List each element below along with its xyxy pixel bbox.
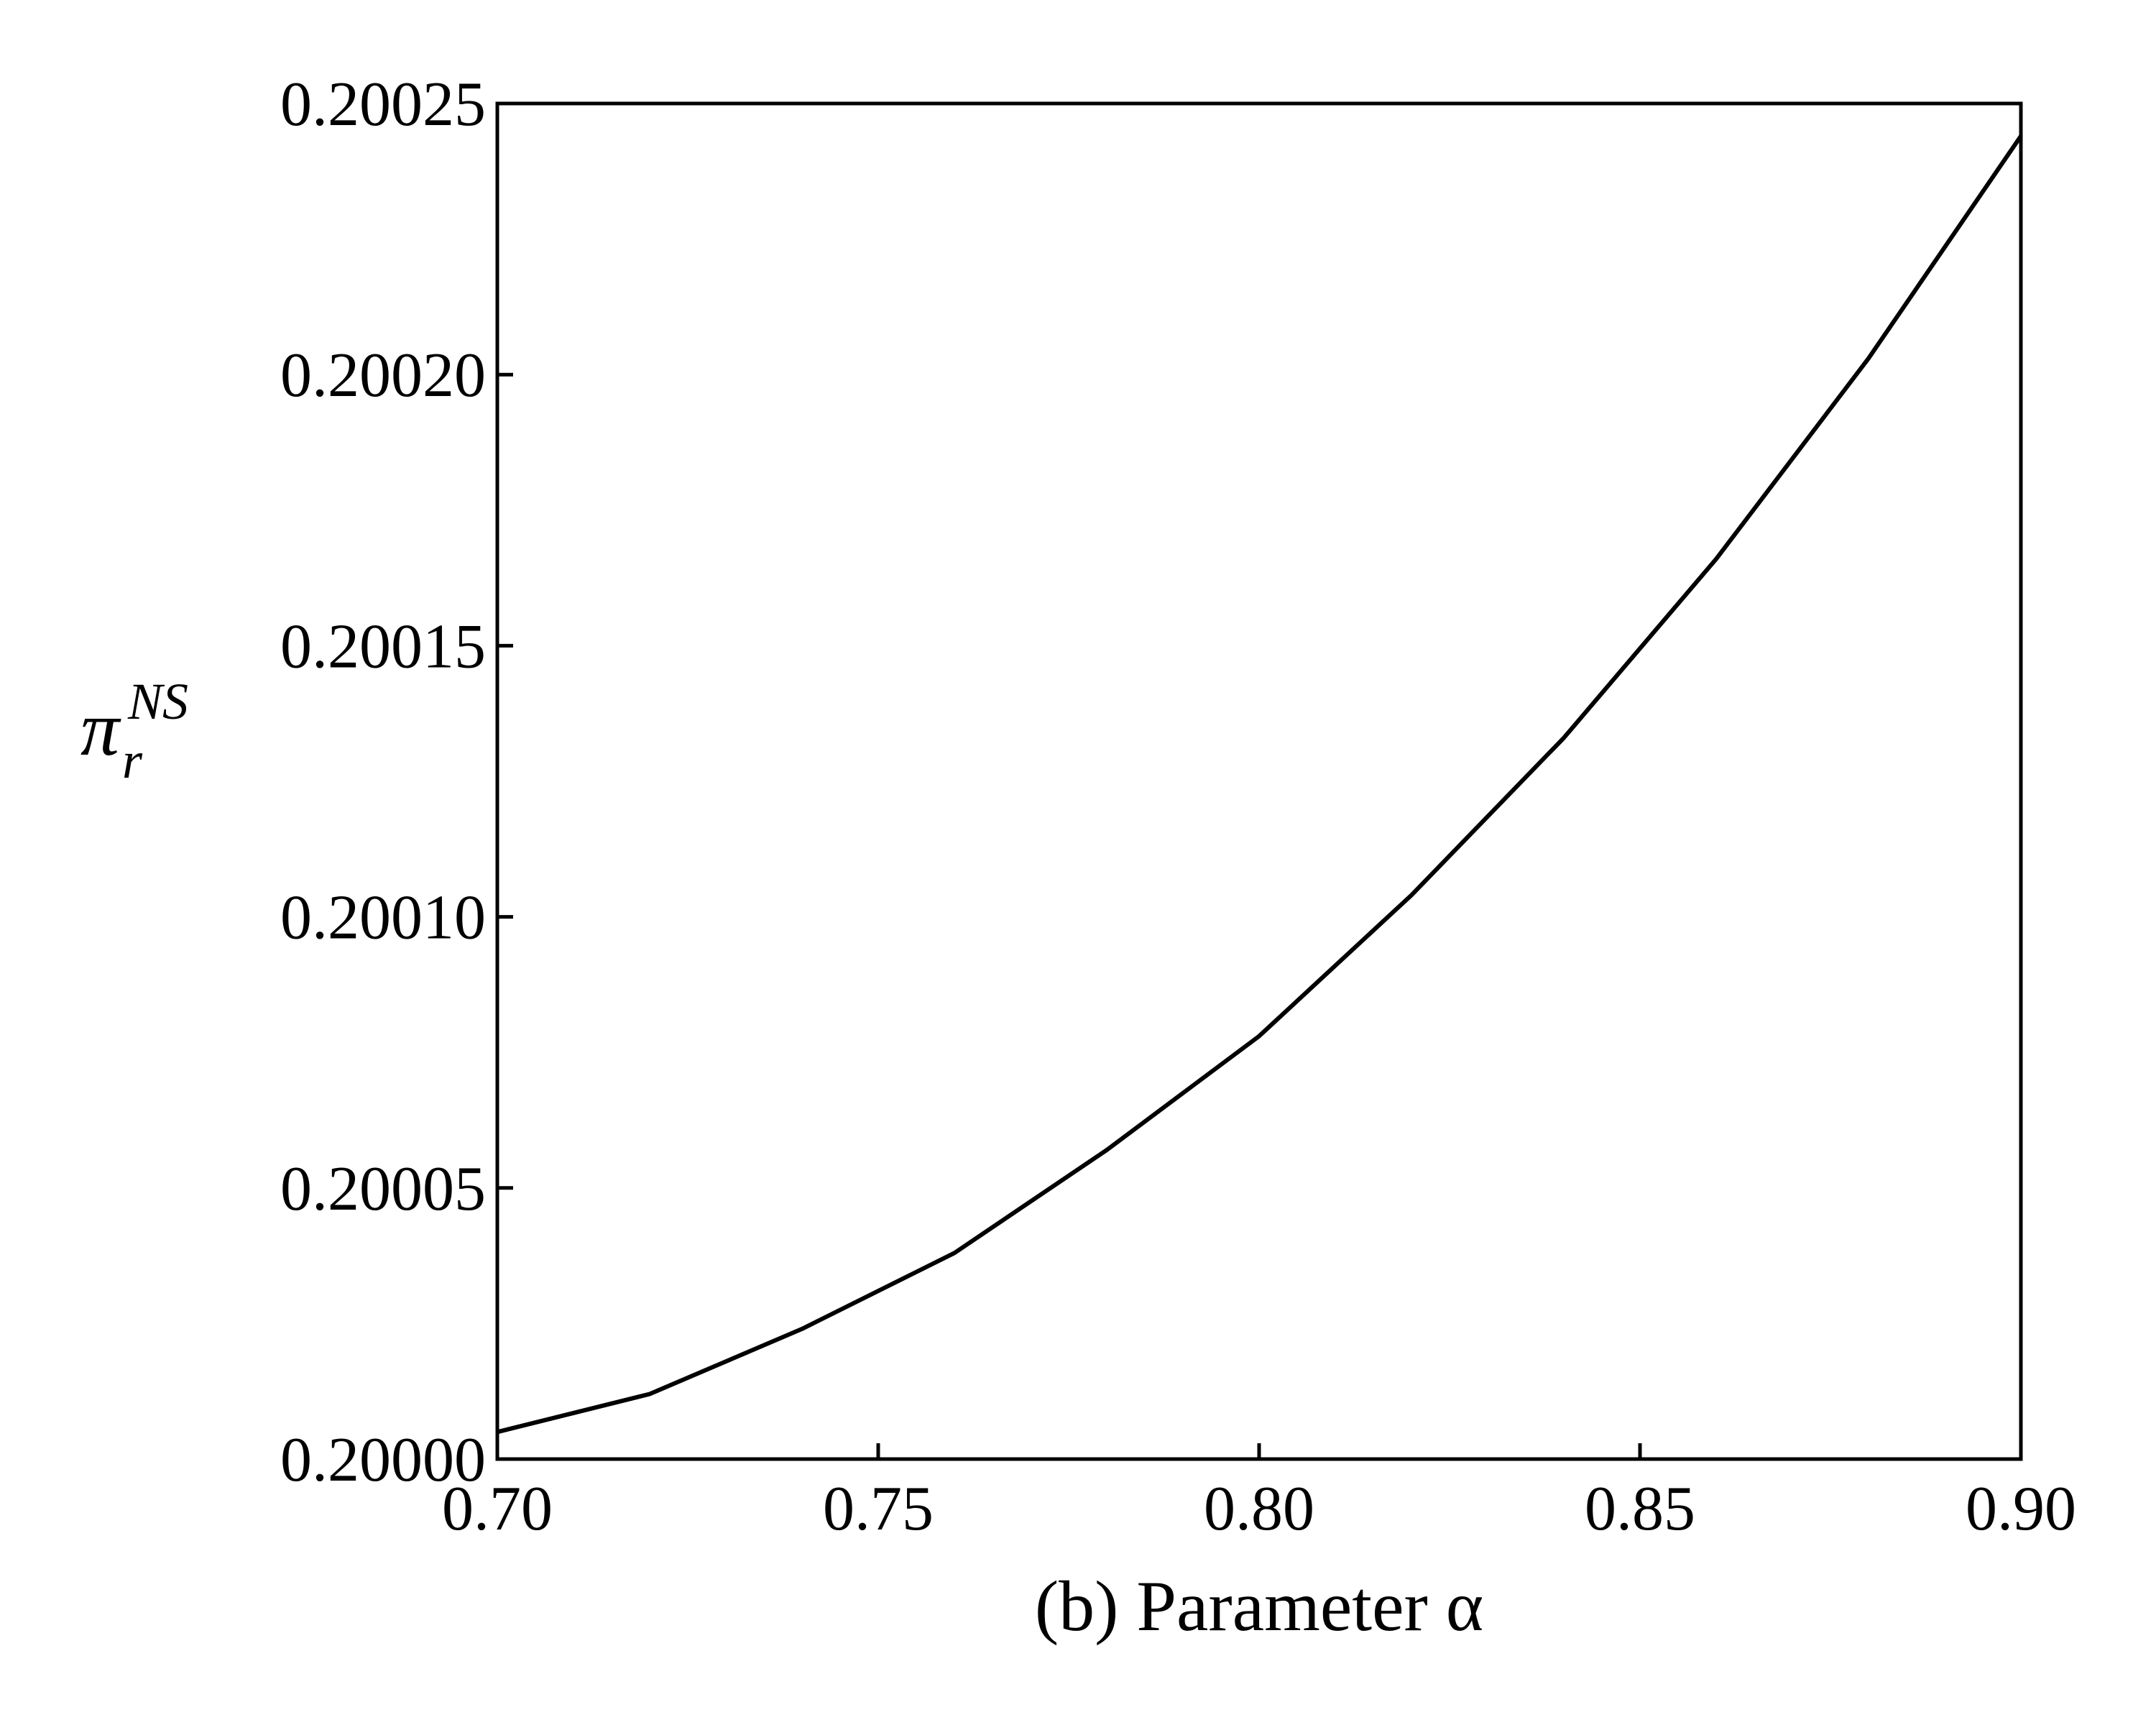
x-tick-label: 0.70 [442,1474,553,1544]
x-tick-label: 0.80 [1204,1474,1314,1544]
svg-text:r: r [122,732,143,789]
y-tick-label: 0.20020 [280,341,486,410]
y-tick-label: 0.20005 [280,1154,486,1224]
svg-text:π: π [80,686,121,772]
x-axis-ticks: 0.70 0.75 0.80 0.85 0.90 [442,1443,2076,1544]
x-tick-label: 0.90 [1966,1474,2076,1544]
svg-text:NS: NS [127,673,188,730]
y-tick-label: 0.20025 [280,70,486,139]
y-tick-label: 0.20015 [280,612,486,681]
y-axis-label: π r NS [80,673,188,789]
y-axis-ticks: 0.20000 0.20005 0.20010 0.20015 0.20020 0.200… [280,70,513,1495]
y-tick-label: 0.20000 [280,1425,486,1495]
y-tick-label: 0.20010 [280,883,486,953]
plot-frame [495,101,2023,1461]
series-layer [497,134,2023,1435]
x-tick-label: 0.75 [823,1474,934,1544]
x-tick-label: 0.85 [1585,1474,1695,1544]
series-line [497,134,2023,1435]
x-axis-label: (b) Parameter α [1035,1566,1483,1646]
